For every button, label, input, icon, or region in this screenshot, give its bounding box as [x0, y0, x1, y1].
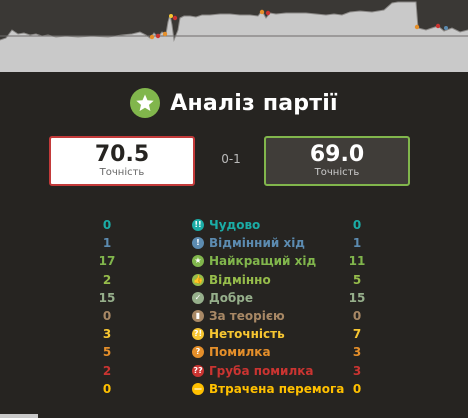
great-move-icon: ! [192, 237, 204, 250]
white-count: 0 [102, 308, 112, 323]
inaccuracy-icon: ?! [192, 328, 204, 341]
white-accuracy-card: 70.5 Точність [49, 136, 195, 186]
classification-label: Найкращий хід [209, 254, 317, 269]
best-move-star-icon: ★ [192, 255, 204, 268]
game-score: 0-1 [221, 152, 241, 166]
graph-marker-mistake [149, 34, 155, 40]
classification-label: Помилка [209, 345, 271, 360]
graph-marker-blunder [155, 33, 161, 39]
classification-label: За теорією [209, 308, 285, 323]
classification-row-book[interactable]: 0 ▮ За теорією 0 [0, 307, 468, 325]
classification-row-mistake[interactable]: 5? Помилка 3 [0, 343, 468, 361]
classification-row-great[interactable]: 1! Відмінний хід 1 [0, 234, 468, 252]
graph-marker-mistake [414, 24, 420, 30]
book-icon: ▮ [192, 309, 204, 322]
classification-label: Груба помилка [209, 363, 314, 378]
graph-marker-mistake [162, 31, 168, 37]
classification-label: Добре [209, 290, 254, 305]
classification-row-inaccuracy[interactable]: 3?! Неточність 7 [0, 325, 468, 343]
classification-row-miss[interactable]: 0 — Втрачена перемога 0 [0, 380, 468, 398]
white-count: 5 [102, 345, 112, 360]
white-count: 0 [102, 381, 112, 396]
white-count: 15 [98, 290, 116, 305]
classification-row-excellent[interactable]: 2 👍 Відмінно 5 [0, 271, 468, 289]
white-count: 17 [98, 254, 116, 269]
black-count: 15 [348, 290, 366, 305]
brilliant-icon: !! [192, 219, 204, 231]
graph-marker-inaccuracy [169, 14, 173, 18]
evaluation-graph[interactable] [0, 0, 468, 72]
classification-label: Чудово [209, 218, 261, 232]
classification-label: Втрачена перемога [209, 381, 345, 396]
black-accuracy-card: 69.0 Точність [264, 136, 410, 186]
evaluation-area [0, 2, 468, 72]
classification-label: Відмінно [209, 272, 271, 287]
classification-row-best[interactable]: 17 ★ Найкращий хід 11 [0, 252, 468, 270]
checkmark-icon: ✓ [192, 291, 204, 304]
graph-marker-great [444, 26, 448, 30]
white-count: 3 [102, 327, 112, 342]
white-count: 1 [102, 236, 112, 251]
black-count: 0 [352, 218, 362, 232]
move-classification-table: 0!! Чудово 0 1! Відмінний хід 1 17 ★ Найкращий х… [0, 216, 468, 398]
black-count: 3 [352, 345, 362, 360]
star-icon [130, 88, 161, 118]
classification-label: Відмінний хід [209, 236, 305, 251]
black-count: 3 [352, 363, 362, 378]
missed-win-icon: — [192, 382, 204, 395]
classification-row-blunder[interactable]: 2?? Груба помилка 3 [0, 362, 468, 380]
bottom-tab-handle[interactable] [0, 414, 38, 418]
black-accuracy-label: Точність [314, 167, 360, 178]
thumbs-up-icon: 👍 [192, 273, 204, 286]
mistake-icon: ? [192, 346, 204, 359]
black-count: 11 [348, 254, 366, 269]
classification-row-brilliant[interactable]: 0!! Чудово 0 [0, 216, 468, 234]
black-count: 7 [352, 327, 362, 342]
black-count: 1 [352, 236, 362, 251]
white-count: 2 [102, 272, 112, 287]
white-count: 0 [102, 218, 112, 232]
black-count: 0 [352, 308, 362, 323]
graph-marker-blunder [172, 15, 178, 21]
blunder-icon: ?? [192, 364, 204, 377]
evaluation-line [0, 1, 468, 42]
black-count: 0 [352, 381, 362, 396]
white-accuracy-label: Точність [99, 167, 145, 178]
graph-marker-blunder [435, 23, 441, 29]
evaluation-graph-chart [0, 0, 468, 72]
white-accuracy-value: 70.5 [94, 142, 150, 167]
classification-row-good[interactable]: 15 ✓ Добре 15 [0, 289, 468, 307]
game-review-header: Аналіз партії [0, 86, 468, 120]
black-accuracy-value: 69.0 [309, 142, 365, 167]
classification-label: Неточність [209, 327, 285, 342]
graph-marker-mistake [259, 9, 265, 15]
graph-marker-blunder [265, 10, 271, 16]
page-title: Аналіз партії [170, 90, 338, 116]
black-count: 5 [352, 272, 362, 287]
white-count: 2 [102, 363, 112, 378]
